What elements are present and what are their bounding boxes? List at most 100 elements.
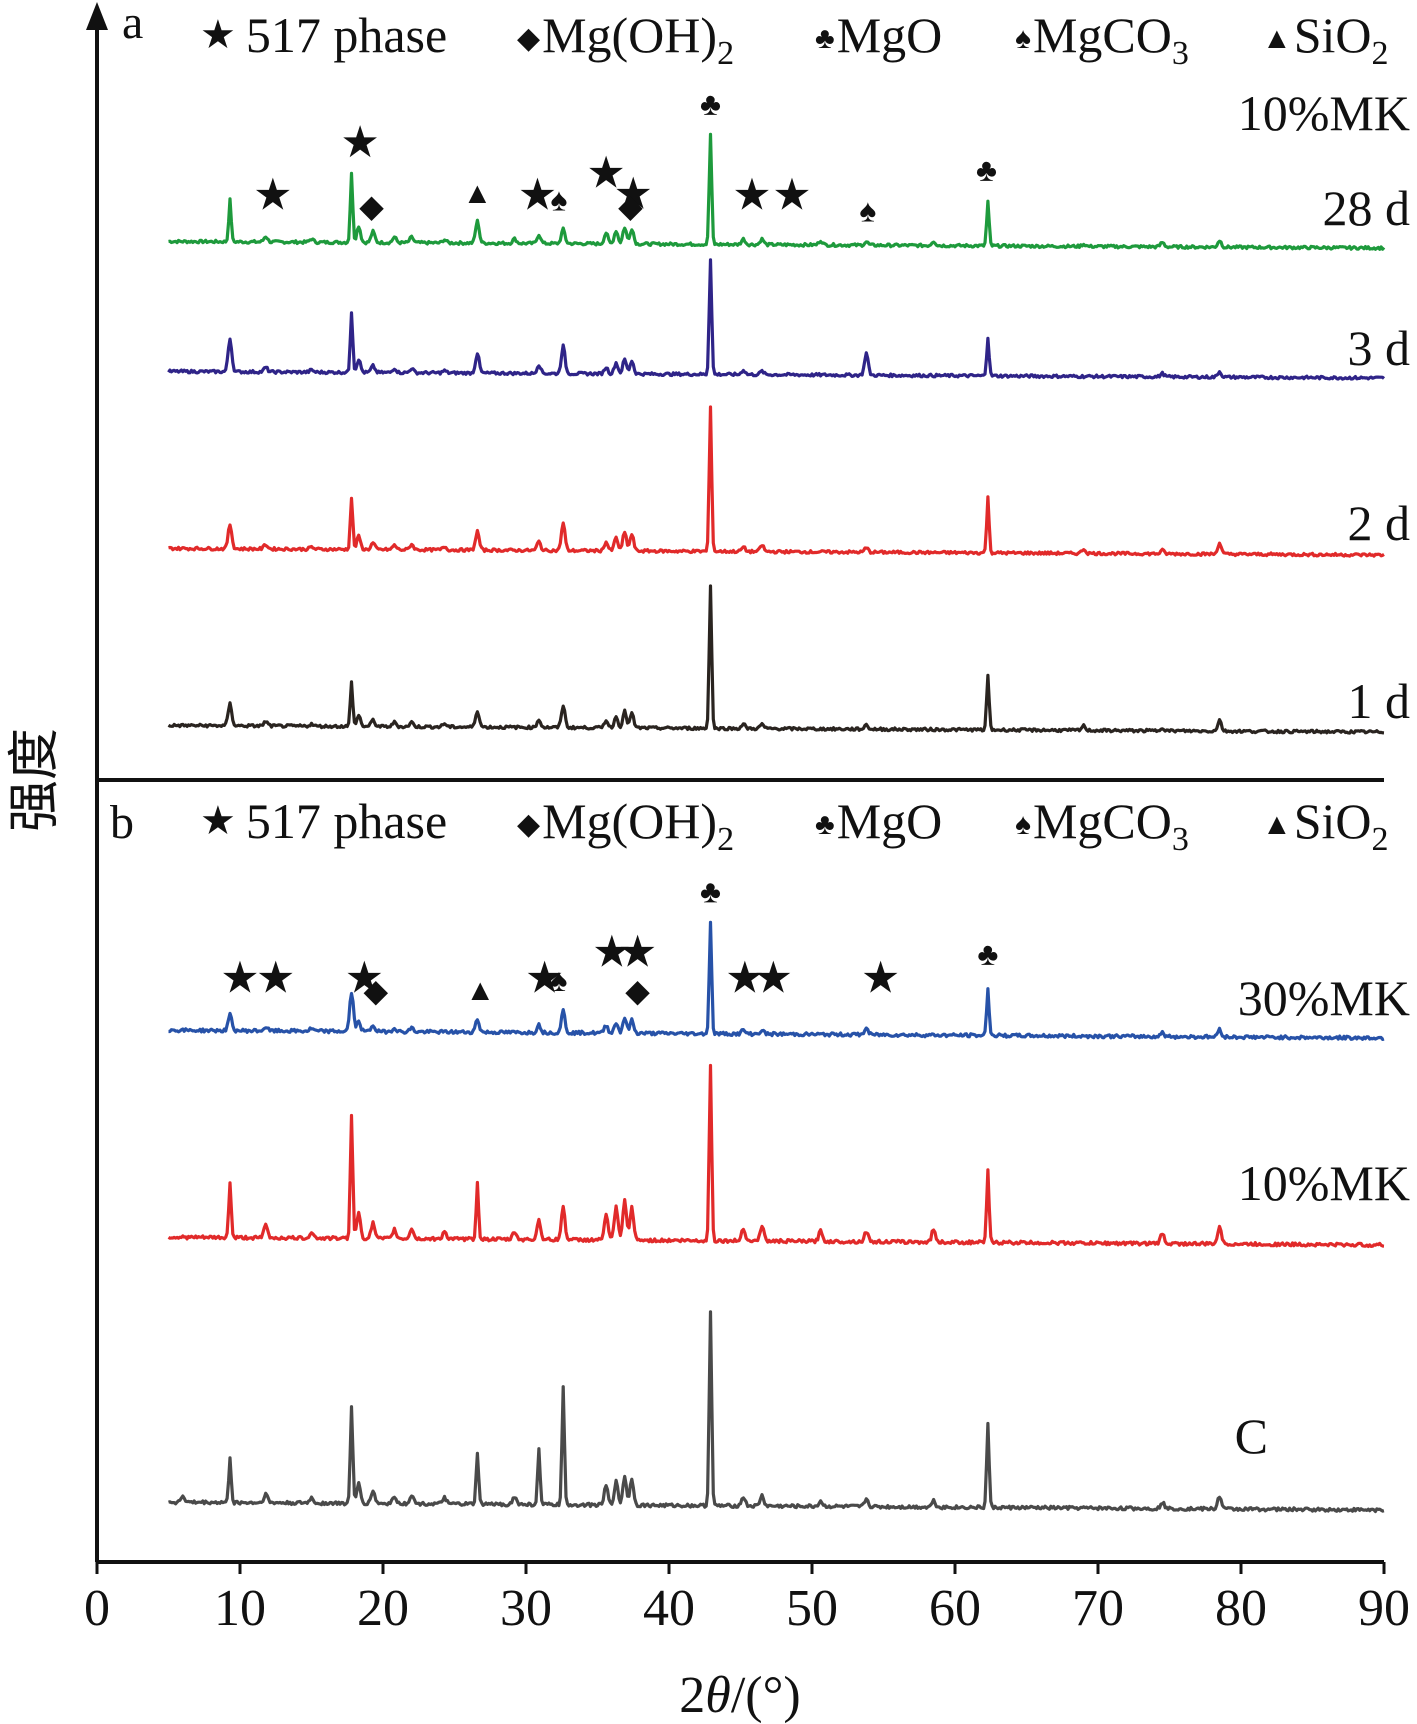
marker-layer: ★★◆ ▲ ★♠★★◆♣★ ★ ♠♣★★ ★◆ ▲ ★♠★★◆♣★★ ★ ♣: [220, 86, 998, 1009]
x-ticks: 0 10 20 30 40 50 60 70 80 90: [84, 1562, 1410, 1637]
series-label: 28 d: [1323, 180, 1411, 236]
peak-marker: ◆: [359, 188, 384, 224]
x-tick-label: 70: [1072, 1580, 1124, 1637]
legend-name: Mg(OH): [542, 7, 717, 63]
peak-marker: ♣: [976, 152, 997, 188]
x-tick-label: 40: [643, 1580, 695, 1637]
legend-symbol: ◆: [517, 22, 540, 55]
legend-entry: ♣MgO: [815, 793, 942, 849]
legend-entry: ★ 517 phase: [200, 7, 447, 63]
legend-name: MgO: [837, 7, 943, 63]
legend-symbol: ♠: [1015, 22, 1031, 55]
peak-marker: ★: [618, 928, 657, 977]
series-line: [167, 258, 1386, 381]
legend-entry: ♠MgCO3: [1015, 7, 1189, 72]
legend-subscript: 3: [1172, 35, 1189, 72]
peak-marker: ♠: [550, 962, 567, 998]
legend-name: 517 phase: [246, 793, 447, 849]
legend-entry: ◆Mg(OH)2: [517, 7, 734, 72]
peak-marker: ◆: [618, 188, 643, 224]
legend-entry: ♣MgO: [815, 7, 942, 63]
legend-name: SiO: [1294, 793, 1372, 849]
legend-subscript: 2: [1372, 821, 1389, 858]
legend-subscript: 3: [1172, 821, 1189, 858]
panel-label-a: a: [122, 0, 143, 49]
peak-marker: ◆: [625, 973, 650, 1009]
y-axis-arrow: [86, 2, 108, 30]
x-axis-label-suffix: /(°): [731, 1667, 801, 1724]
legend-symbol: ♣: [815, 808, 835, 841]
series-line: [168, 132, 1386, 251]
legend-subscript: 2: [717, 35, 734, 72]
peak-marker: ▲: [463, 177, 493, 210]
peak-marker: ▲: [465, 974, 495, 1007]
peak-marker: ★: [614, 170, 653, 219]
x-tick-label: 0: [84, 1580, 110, 1637]
peak-marker: ★: [345, 954, 384, 1003]
legend-subscript: 2: [1372, 35, 1389, 72]
legend-entry: ★ 517 phase: [200, 793, 447, 849]
series-line: [167, 584, 1385, 735]
peak-marker: ★: [220, 954, 259, 1003]
peak-marker: ♠: [550, 182, 567, 218]
series-labels: 28 d 3 d 2 d 1 d 30%MK 10%MK C: [1235, 180, 1410, 1464]
x-tick-label: 90: [1358, 1580, 1410, 1637]
legend-panel-a: ★ 517 phase ◆Mg(OH)2 ♣MgO ♠MgCO3 ▲SiO2: [200, 7, 1389, 72]
panel-a-subtitle: 10%MK: [1238, 85, 1410, 141]
series-label: 1 d: [1348, 673, 1411, 729]
legend-symbol: ◆: [517, 808, 540, 841]
axes: [86, 2, 1384, 1564]
peak-marker: ♠: [859, 193, 876, 229]
series-line: [168, 405, 1385, 558]
peak-marker: ★: [861, 954, 900, 1003]
series-line: [167, 1063, 1385, 1248]
legend-name: Mg(OH): [542, 793, 717, 849]
series-line: [168, 920, 1385, 1041]
legend-entry: ▲SiO2: [1262, 793, 1389, 858]
peak-marker: ★: [586, 149, 625, 198]
peak-marker: ★: [592, 928, 631, 977]
peak-marker: ★: [732, 171, 771, 220]
x-axis-label-theta: θ: [705, 1667, 731, 1724]
peak-marker: ♣: [700, 874, 721, 910]
peak-marker: ◆: [364, 973, 389, 1009]
x-axis-label: 2θ/(°): [679, 1667, 800, 1724]
x-axis-label-prefix: 2: [679, 1667, 705, 1724]
legend-name: SiO: [1294, 7, 1372, 63]
x-tick-label: 60: [929, 1580, 981, 1637]
peak-marker: ★: [518, 171, 557, 220]
peak-marker: ★: [340, 118, 379, 167]
legend-entry: ♠MgCO3: [1015, 793, 1189, 858]
x-tick-label: 10: [214, 1580, 266, 1637]
series-line: [168, 1310, 1385, 1514]
panel-label-b: b: [110, 796, 134, 849]
legend-entry: ▲SiO2: [1262, 7, 1389, 72]
peak-marker: ♣: [977, 936, 998, 972]
peak-marker: ★: [772, 171, 811, 220]
legend-name: MgCO: [1033, 7, 1172, 63]
legend-symbol: ★: [200, 12, 236, 57]
x-tick-label: 20: [357, 1580, 409, 1637]
peak-marker: ★: [525, 954, 564, 1003]
peak-marker: ★: [256, 954, 295, 1003]
legend-entry: ◆Mg(OH)2: [517, 793, 734, 858]
series-label: 2 d: [1348, 495, 1411, 551]
legend-subscript: 2: [717, 821, 734, 858]
series-label: 3 d: [1348, 320, 1411, 376]
peak-marker: ★: [725, 954, 764, 1003]
legend-name: 517 phase: [246, 7, 447, 63]
series-label: 30%MK: [1238, 970, 1410, 1026]
legend-symbol: ▲: [1262, 22, 1292, 55]
x-tick-label: 50: [786, 1580, 838, 1637]
x-tick-label: 80: [1215, 1580, 1267, 1637]
peak-marker: ★: [253, 171, 292, 220]
series-label: C: [1235, 1408, 1268, 1464]
peak-marker: ♣: [700, 86, 721, 122]
series-label: 10%MK: [1238, 1155, 1410, 1211]
x-tick-label: 30: [500, 1580, 552, 1637]
legend-name: MgO: [837, 793, 943, 849]
y-axis-label: 强度: [5, 728, 65, 832]
series-layer: [167, 132, 1386, 1514]
peak-marker: ★: [754, 954, 793, 1003]
